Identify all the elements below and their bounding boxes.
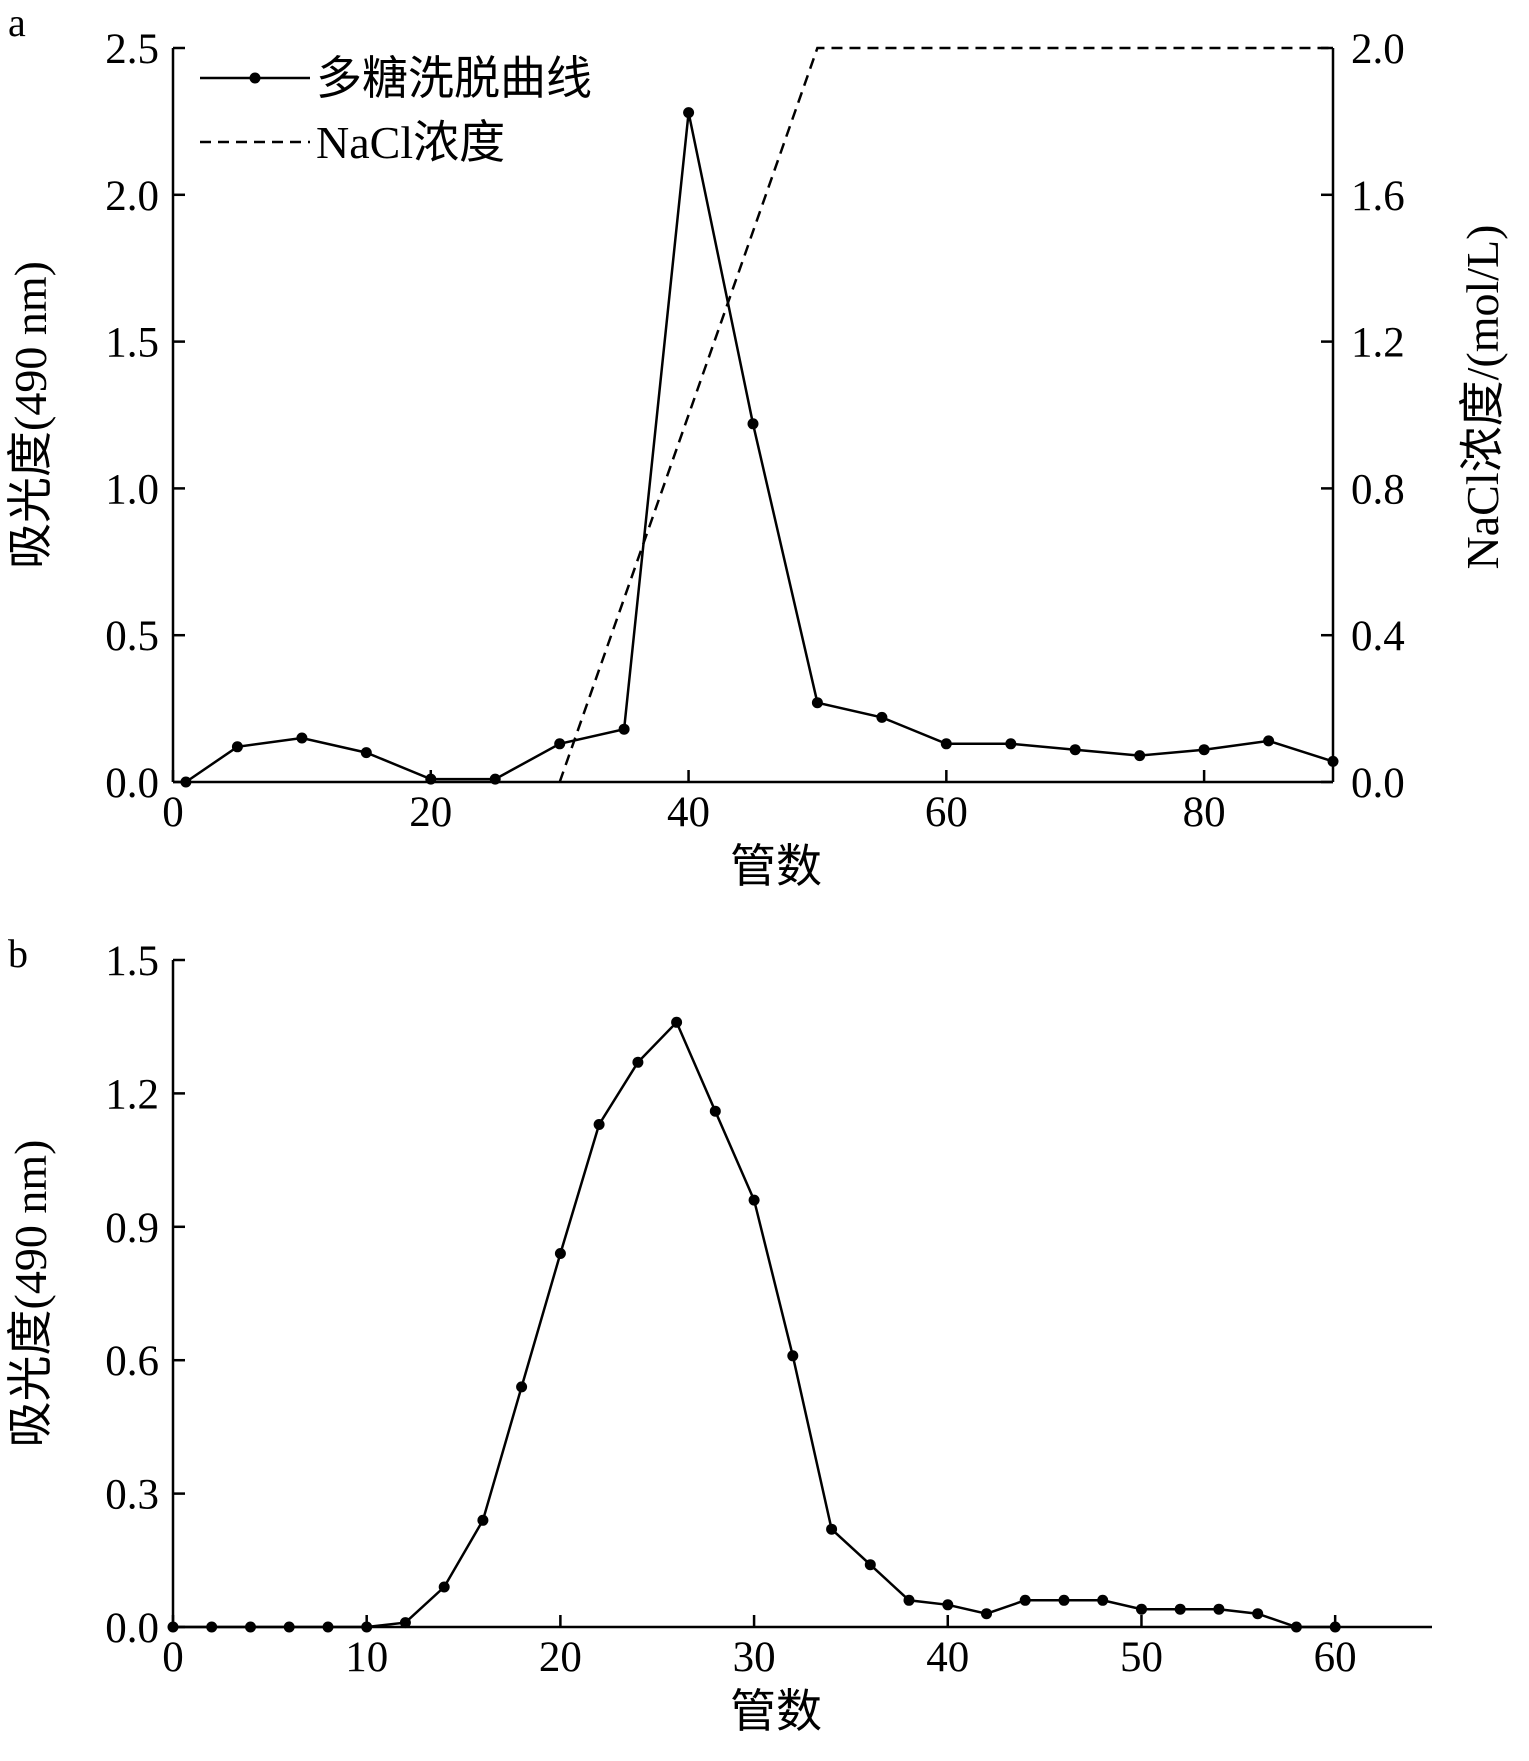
x-tick-label: 50 <box>1120 1634 1163 1681</box>
legend-label: 多糖洗脱曲线 <box>316 53 592 104</box>
data-point <box>1019 1594 1031 1606</box>
y-tick-label: 1.0 <box>105 466 159 513</box>
data-point <box>981 1608 992 1620</box>
x-tick-label: 60 <box>925 789 968 836</box>
data-point <box>1290 1621 1302 1633</box>
y2-tick-label: 0.0 <box>1351 760 1405 807</box>
data-point <box>1327 755 1339 767</box>
y2-axis-title: NaCl浓度/(mol/L) <box>1457 225 1508 570</box>
data-point <box>747 418 759 430</box>
data-point <box>811 697 823 709</box>
y2-tick-label: 1.6 <box>1351 173 1405 220</box>
x-tick-label: 10 <box>345 1634 388 1681</box>
y-axis-title: 吸光度(490 nm) <box>5 261 56 569</box>
data-point <box>1329 1621 1341 1633</box>
data-point <box>1198 744 1210 756</box>
panel-label: a <box>8 0 26 45</box>
y-tick-label: 0.9 <box>105 1205 159 1252</box>
y-tick-label: 2.0 <box>105 173 159 220</box>
data-point <box>1134 750 1146 762</box>
x-tick-label: 40 <box>926 1634 969 1681</box>
x-tick-label: 30 <box>733 1634 776 1681</box>
series-line-nacl <box>558 46 1333 783</box>
data-point <box>296 732 308 744</box>
chart-panel-b: b 0 10 20 30 40 50 60 0.0 0.3 0.6 0.9 1.2 1.5 管数 吸光度(49… <box>5 931 1432 1737</box>
data-point <box>489 773 501 785</box>
data-point <box>283 1621 295 1633</box>
chart-panel-a: a 0 20 40 60 80 0.0 0.5 1.0 1.5 2.0 2.5 0.0 0.4 0.8 1.2… <box>5 0 1508 892</box>
data-point <box>245 1621 256 1633</box>
data-point <box>1005 738 1017 750</box>
data-point <box>940 738 952 750</box>
data-point <box>826 1523 838 1535</box>
data-point <box>516 1381 528 1393</box>
x-tick-label: 80 <box>1183 789 1226 836</box>
data-point <box>206 1621 218 1633</box>
data-point <box>787 1350 799 1362</box>
y2-tick-label: 0.4 <box>1351 613 1405 660</box>
data-point <box>399 1617 411 1629</box>
x-tick-label: 0 <box>162 1634 184 1681</box>
x-tick-label: 60 <box>1314 1634 1357 1681</box>
data-point <box>748 1194 760 1206</box>
y-tick-label: 0.3 <box>105 1472 159 1519</box>
data-point <box>671 1016 683 1028</box>
data-point <box>1097 1594 1109 1606</box>
data-point <box>903 1594 915 1606</box>
x-tick-label: 0 <box>162 789 184 836</box>
data-point <box>477 1514 489 1526</box>
data-point <box>438 1581 450 1593</box>
data-point <box>1213 1603 1225 1615</box>
y-tick-label: 0.6 <box>105 1338 159 1385</box>
data-point <box>1058 1594 1070 1606</box>
data-point <box>942 1599 954 1611</box>
data-point <box>1263 735 1275 747</box>
data-point <box>864 1559 876 1571</box>
data-point <box>167 1621 179 1633</box>
series-line-absorbance <box>173 1020 1336 1629</box>
data-point <box>632 1056 644 1068</box>
data-point <box>1252 1608 1264 1620</box>
data-point <box>554 1248 566 1259</box>
x-tick-label: 20 <box>409 789 452 836</box>
y-tick-label: 0.0 <box>105 1605 159 1652</box>
y-tick-label: 1.5 <box>105 938 159 985</box>
x-tick-label: 20 <box>539 1634 582 1681</box>
data-point <box>360 747 372 759</box>
x-tick-label: 40 <box>667 789 710 836</box>
legend-label: NaCl浓度 <box>316 117 505 168</box>
y-tick-label: 2.5 <box>105 26 159 73</box>
data-point <box>683 107 695 119</box>
y2-tick-label: 1.2 <box>1351 320 1405 367</box>
data-point <box>180 776 192 788</box>
data-point <box>554 738 566 750</box>
data-point <box>1174 1603 1186 1615</box>
y2-tick-label: 2.0 <box>1351 26 1405 73</box>
y-tick-label: 0.5 <box>105 613 159 660</box>
data-point <box>709 1105 721 1117</box>
data-point <box>425 773 437 785</box>
x-axis-title: 管数 <box>730 1686 822 1737</box>
y-tick-label: 1.2 <box>105 1071 159 1118</box>
data-point <box>593 1119 605 1130</box>
x-axis-title: 管数 <box>730 841 822 892</box>
data-point <box>1069 744 1081 756</box>
y-tick-label: 0.0 <box>105 760 159 807</box>
y-tick-label: 1.5 <box>105 320 159 367</box>
y2-tick-label: 0.8 <box>1351 466 1405 513</box>
data-point <box>322 1621 334 1633</box>
data-point <box>876 711 888 723</box>
data-point <box>361 1621 373 1633</box>
data-point <box>1136 1603 1147 1615</box>
panel-label: b <box>8 931 28 976</box>
y-axis-title: 吸光度(490 nm) <box>5 1140 56 1448</box>
legend: 多糖洗脱曲线 NaCl浓度 <box>200 53 592 168</box>
data-point <box>618 723 630 735</box>
data-point <box>231 741 243 753</box>
legend-marker <box>249 72 261 84</box>
